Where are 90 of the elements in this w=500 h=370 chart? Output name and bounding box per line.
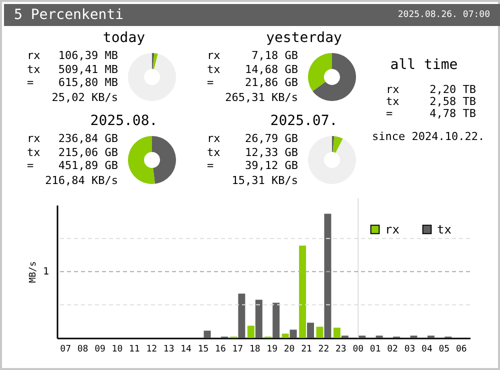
- text: 451,89 GB: [58, 159, 118, 172]
- text: 26,79 GB: [245, 132, 298, 145]
- text: 2,20 TB: [430, 83, 476, 96]
- donut-slice: [128, 136, 156, 184]
- x-tick-label: 09: [94, 344, 106, 354]
- text: 2025.08.26. 07:00: [398, 10, 490, 21]
- donut-slice: [308, 136, 356, 184]
- text: rx: [207, 49, 220, 62]
- x-tick-label: 03: [404, 344, 416, 354]
- x-tick-label: 18: [249, 344, 260, 354]
- text: 21,86 GB: [245, 76, 298, 89]
- text: 106,39 MB: [58, 49, 118, 62]
- text: =: [27, 159, 34, 172]
- x-tick-label: 16: [215, 344, 226, 354]
- text: all time: [389, 57, 459, 73]
- text: since 2024.10.22.: [372, 130, 485, 143]
- text: 215,06 GB: [58, 146, 118, 158]
- donut-slice: [332, 136, 343, 153]
- text: 509,41 MB: [58, 62, 118, 76]
- donut-slice: [152, 53, 158, 70]
- x-tick-label: 22: [318, 344, 330, 354]
- x-tick-label: 08: [77, 344, 88, 354]
- x-tick-label: 21: [301, 344, 312, 354]
- chart-title: yesterday: [265, 30, 343, 46]
- text: =: [27, 76, 34, 89]
- chart-title: 2025.08.: [89, 113, 159, 129]
- text: 5 Percenkenti: [14, 7, 124, 23]
- bar: [282, 334, 289, 338]
- ref-line-label: 1: [42, 266, 49, 278]
- x-tick-label: 04: [422, 344, 432, 354]
- x-tick-label: 23: [336, 344, 346, 354]
- text: rx: [27, 132, 40, 145]
- text: =: [207, 76, 214, 89]
- text: 236,84 GB: [58, 132, 118, 145]
- x-tick-label: 05: [438, 344, 450, 354]
- x-tick-label: 14: [180, 344, 192, 354]
- x-tick-label: 06: [456, 344, 467, 354]
- y-axis-title: MB/s: [28, 261, 38, 283]
- text: tx: [27, 62, 40, 76]
- x-tick-label: 15: [198, 344, 209, 354]
- bar: [307, 322, 314, 338]
- text: 15,31 KB/s: [232, 174, 298, 186]
- text: tx: [27, 146, 40, 158]
- text: rx: [386, 83, 400, 96]
- text: 615,80 MB: [58, 76, 118, 89]
- donut-slice: [312, 53, 356, 101]
- text: 7,18 GB: [252, 49, 298, 62]
- text: 4,78 TB: [430, 107, 476, 120]
- x-tick-label: 12: [146, 344, 158, 354]
- x-tick-label: 00: [352, 344, 364, 354]
- text: 12,33 GB: [245, 146, 298, 158]
- bar: [299, 246, 306, 338]
- bar: [255, 300, 262, 338]
- text: tx: [207, 62, 220, 76]
- text: =: [386, 107, 393, 120]
- bar: [204, 330, 211, 338]
- text: 216,84 KB/s: [45, 174, 118, 186]
- bar: [333, 328, 340, 338]
- text: =: [207, 159, 214, 172]
- x-tick-label: 20: [284, 344, 295, 354]
- x-tick-label: 10: [112, 344, 123, 354]
- bar: [324, 214, 332, 338]
- text: 39,12 GB: [245, 159, 298, 172]
- legend-label: rx: [385, 222, 400, 236]
- bar: [290, 330, 297, 338]
- x-tick-label: 02: [387, 344, 398, 354]
- x-tick-label: 07: [60, 344, 72, 354]
- bar: [238, 294, 246, 338]
- text: rx: [27, 49, 40, 62]
- x-tick-label: 17: [232, 344, 244, 354]
- text: 265,31 KB/s: [225, 90, 298, 104]
- text: tx: [207, 146, 220, 158]
- x-tick-label: 01: [370, 344, 381, 354]
- donut-slice: [308, 53, 332, 92]
- text: tx: [386, 95, 400, 108]
- bar: [247, 326, 254, 338]
- text: 2,58 TB: [430, 95, 476, 108]
- x-tick-label: 11: [129, 344, 140, 354]
- bar: [316, 326, 324, 338]
- bar: [272, 302, 280, 338]
- legend-label: tx: [437, 222, 452, 236]
- donut-slice: [128, 53, 176, 101]
- text: rx: [207, 132, 220, 145]
- donut-slice: [152, 136, 176, 184]
- x-tick-label: 19: [266, 344, 278, 354]
- text: 14,68 GB: [245, 62, 298, 76]
- text: 25,02 KB/s: [52, 90, 118, 104]
- x-tick-label: 13: [163, 344, 174, 354]
- chart-title: today: [102, 30, 146, 46]
- chart-title: 2025.07.: [269, 113, 339, 129]
